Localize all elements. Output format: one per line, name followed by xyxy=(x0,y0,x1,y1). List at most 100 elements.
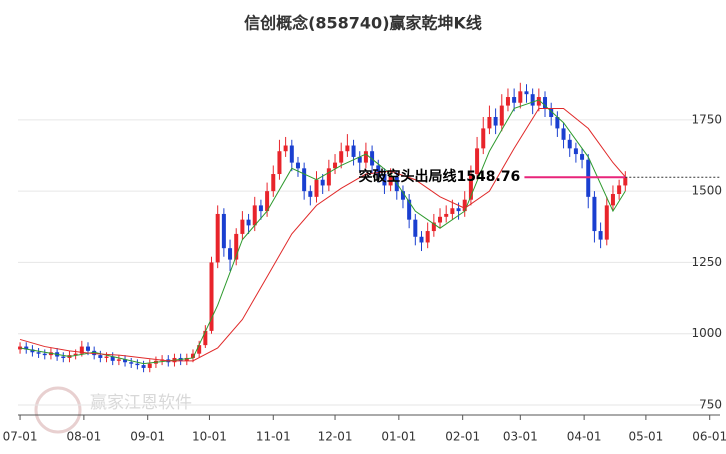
candle-body xyxy=(351,145,356,157)
candle-body xyxy=(116,359,121,361)
candle-body xyxy=(543,97,548,109)
candle-body xyxy=(240,219,245,234)
x-tick-label: 11-01 xyxy=(256,430,291,444)
candle-body xyxy=(518,91,523,103)
candle-body xyxy=(431,222,436,232)
candle-body xyxy=(425,231,430,243)
candle-body xyxy=(345,145,350,152)
candle-body xyxy=(258,205,263,212)
candle-body xyxy=(549,108,554,117)
candle-body xyxy=(104,356,109,358)
candle-body xyxy=(283,145,288,152)
candle-body xyxy=(141,365,146,368)
candle-body xyxy=(481,128,486,149)
candle-body xyxy=(524,91,529,95)
candle-body xyxy=(289,145,294,163)
candle-body xyxy=(110,356,115,361)
watermark: 赢家江恩软件 xyxy=(90,393,192,413)
candle-body xyxy=(209,262,214,331)
candle-body xyxy=(438,216,443,223)
candle-body xyxy=(555,116,560,129)
annotation-label: 突破空头出局线1548.76 xyxy=(359,168,521,185)
x-tick-label: 05-01 xyxy=(628,430,663,444)
candle-body xyxy=(623,177,628,186)
x-tick-label: 03-01 xyxy=(503,430,538,444)
candle-body xyxy=(184,357,189,361)
x-tick-label: 08-01 xyxy=(66,430,101,444)
ma-line xyxy=(19,99,626,365)
candle-body xyxy=(444,213,449,217)
y-tick-label: 750 xyxy=(699,398,722,412)
x-tick-label: 01-01 xyxy=(381,430,416,444)
candle-body xyxy=(302,168,307,192)
candle-body xyxy=(617,185,622,194)
candle-body xyxy=(92,350,97,356)
y-tick-label: 1250 xyxy=(691,255,722,269)
candle-body xyxy=(468,174,473,200)
x-tick-label: 04-01 xyxy=(567,430,602,444)
candle-body xyxy=(24,346,29,350)
candle-body xyxy=(98,355,103,358)
candle-body xyxy=(370,151,375,166)
candle-body xyxy=(85,346,90,351)
candle-body xyxy=(295,162,300,169)
y-tick-label: 1750 xyxy=(691,112,722,126)
candle-body xyxy=(586,159,591,197)
candle-body xyxy=(147,363,152,368)
candle-body xyxy=(234,233,239,260)
candle-body xyxy=(505,97,510,106)
candle-body xyxy=(271,174,276,192)
candle-body xyxy=(400,191,405,200)
candle-body xyxy=(567,139,572,149)
candle-body xyxy=(228,248,233,260)
candle-body xyxy=(493,116,498,126)
candle-body xyxy=(413,219,418,237)
candle-body xyxy=(530,94,535,106)
candle-body xyxy=(407,199,412,220)
candle-body xyxy=(388,176,393,186)
candle-body xyxy=(598,231,603,240)
candle-body xyxy=(197,345,202,354)
ma-line xyxy=(19,107,626,362)
candle-body xyxy=(265,191,270,212)
candle-body xyxy=(604,205,609,240)
candle-body xyxy=(580,154,585,160)
y-tick-label: 1500 xyxy=(691,184,722,198)
candle-body xyxy=(42,353,47,356)
candle-body xyxy=(326,168,331,186)
candle-body xyxy=(450,208,455,214)
candle-body xyxy=(333,162,338,169)
candle-body xyxy=(419,236,424,243)
candle-body xyxy=(561,128,566,140)
candle-body xyxy=(382,174,387,186)
candle-body xyxy=(246,219,251,226)
y-tick-label: 1000 xyxy=(691,326,722,340)
watermark-logo xyxy=(34,386,82,434)
candle-body xyxy=(376,165,381,175)
x-tick-label: 07-01 xyxy=(3,430,38,444)
candle-body xyxy=(252,205,257,226)
chart-title: 信创概念(858740)赢家乾坤K线 xyxy=(244,14,482,33)
candle-body xyxy=(314,179,319,197)
candle-body xyxy=(499,105,504,126)
candle-body xyxy=(462,199,467,212)
candle-body xyxy=(339,151,344,163)
candle-body xyxy=(30,349,35,353)
x-tick-label: 06-01 xyxy=(692,430,726,444)
candle-body xyxy=(610,193,615,206)
candle-body xyxy=(487,116,492,129)
candle-body xyxy=(277,151,282,175)
candle-body xyxy=(190,353,195,358)
candle-body xyxy=(135,363,140,366)
candle-body xyxy=(363,151,368,163)
candle-body xyxy=(456,208,461,212)
candle-body xyxy=(123,359,128,363)
candle-body xyxy=(221,213,226,249)
candle-body xyxy=(357,156,362,163)
x-tick-label: 10-01 xyxy=(192,430,227,444)
candle-body xyxy=(36,352,41,354)
x-tick-label: 09-01 xyxy=(130,430,165,444)
candle-body xyxy=(79,346,84,354)
